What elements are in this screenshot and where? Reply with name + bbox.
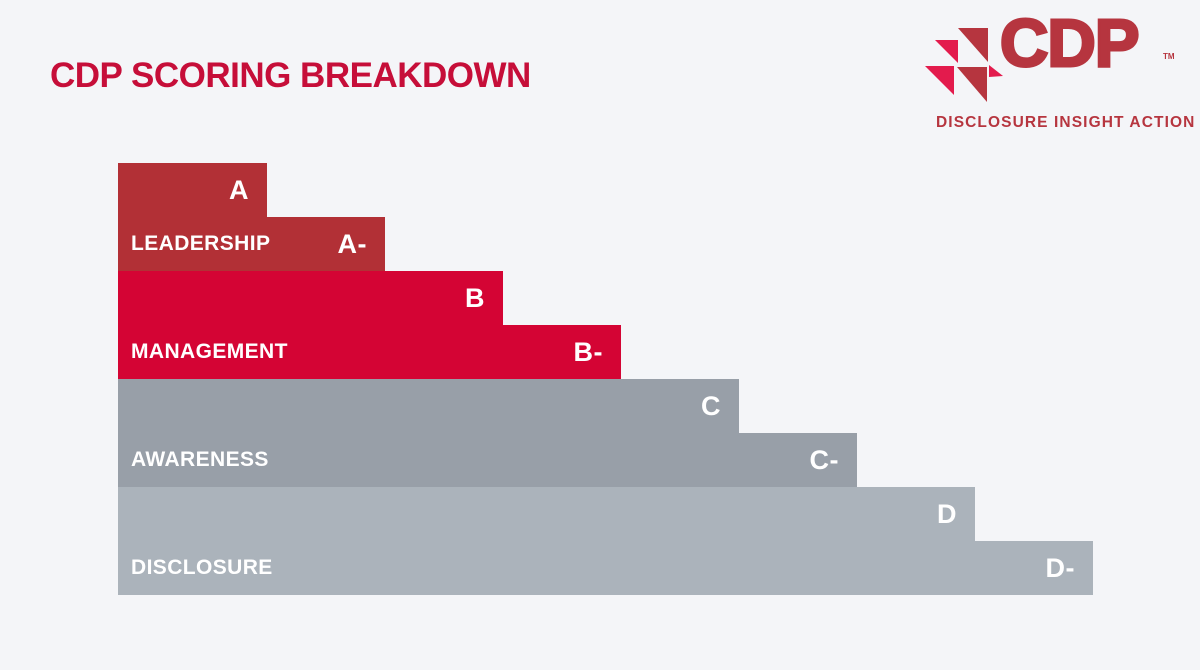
score-label: C [701,390,721,421]
cdp-logo-mark-icon [925,28,1003,102]
stair-step-c: C [118,379,739,433]
band-label: DISCLOSURE [131,556,273,579]
cdp-logo-tagline: DISCLOSURE INSIGHT ACTION [936,114,1196,131]
score-label: C- [809,444,839,475]
stair-step-d: D [118,487,975,541]
stair-step-a: A [118,163,267,217]
scoring-staircase: A LEADERSHIP A- B MANAGEMENT B- C AWAREN… [118,163,1093,595]
stair-step-d-minus: DISCLOSURE D- [118,541,1093,595]
page-title: CDP SCORING BREAKDOWN [50,56,531,95]
score-label: B- [573,336,603,367]
cdp-logo-wordmark: CDP [998,5,1140,83]
band-label: AWARENESS [131,448,269,471]
stair-step-c-minus: AWARENESS C- [118,433,857,487]
score-label: D- [1045,552,1075,583]
trademark-symbol: TM [1163,52,1175,61]
score-label: A- [337,228,367,259]
score-label: D [937,498,957,529]
score-label: A [229,174,249,205]
stair-step-a-minus: LEADERSHIP A- [118,217,385,271]
band-label: LEADERSHIP [131,232,271,255]
stair-step-b: B [118,271,503,325]
stair-step-b-minus: MANAGEMENT B- [118,325,621,379]
band-label: MANAGEMENT [131,340,288,363]
cdp-logo: CDP TM DISCLOSURE INSIGHT ACTION [920,5,1196,137]
score-label: B [465,282,485,313]
